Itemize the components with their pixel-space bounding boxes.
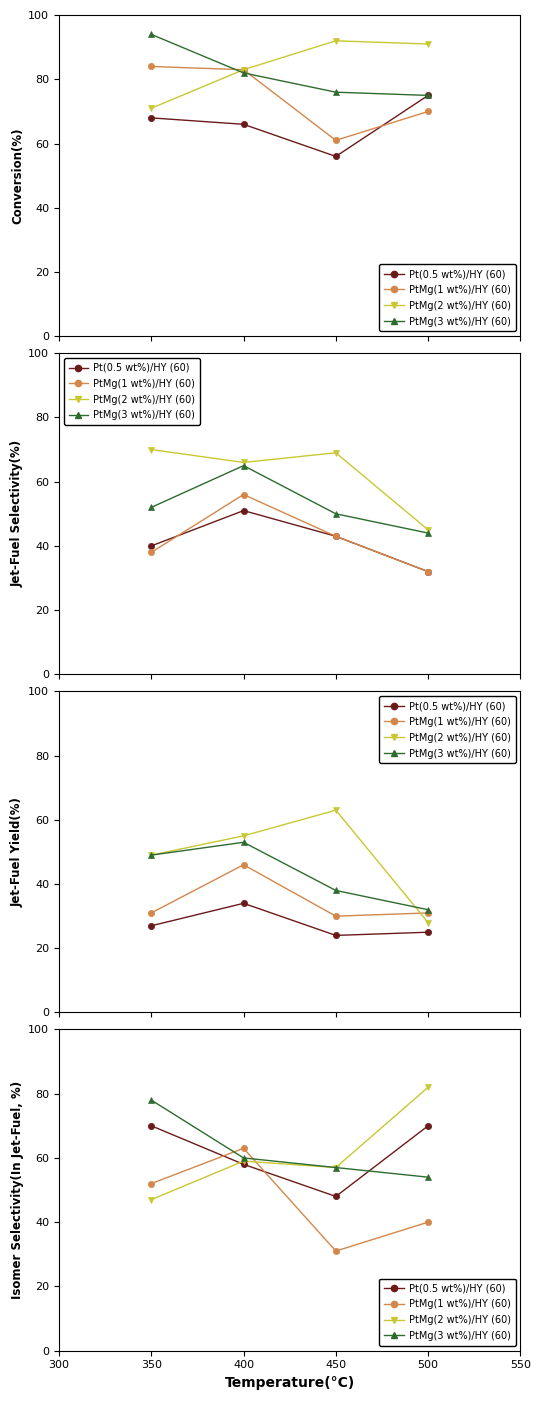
Legend: Pt(0.5 wt%)/HY (60), PtMg(1 wt%)/HY (60), PtMg(2 wt%)/HY (60), PtMg(3 wt%)/HY (6: Pt(0.5 wt%)/HY (60), PtMg(1 wt%)/HY (60)… xyxy=(379,265,515,332)
Y-axis label: Jet-Fuel Selectivity(%): Jet-Fuel Selectivity(%) xyxy=(11,440,24,587)
Legend: Pt(0.5 wt%)/HY (60), PtMg(1 wt%)/HY (60), PtMg(2 wt%)/HY (60), PtMg(3 wt%)/HY (6: Pt(0.5 wt%)/HY (60), PtMg(1 wt%)/HY (60)… xyxy=(64,359,200,426)
Y-axis label: Conversion(%): Conversion(%) xyxy=(11,127,24,224)
Legend: Pt(0.5 wt%)/HY (60), PtMg(1 wt%)/HY (60), PtMg(2 wt%)/HY (60), PtMg(3 wt%)/HY (6: Pt(0.5 wt%)/HY (60), PtMg(1 wt%)/HY (60)… xyxy=(379,1279,515,1346)
Legend: Pt(0.5 wt%)/HY (60), PtMg(1 wt%)/HY (60), PtMg(2 wt%)/HY (60), PtMg(3 wt%)/HY (6: Pt(0.5 wt%)/HY (60), PtMg(1 wt%)/HY (60)… xyxy=(379,696,515,764)
X-axis label: Temperature(°C): Temperature(°C) xyxy=(224,1376,355,1390)
Y-axis label: Jet-Fuel Yield(%): Jet-Fuel Yield(%) xyxy=(11,797,24,906)
Y-axis label: Isomer Selectivity(In Jet-Fuel, %): Isomer Selectivity(In Jet-Fuel, %) xyxy=(11,1082,24,1299)
